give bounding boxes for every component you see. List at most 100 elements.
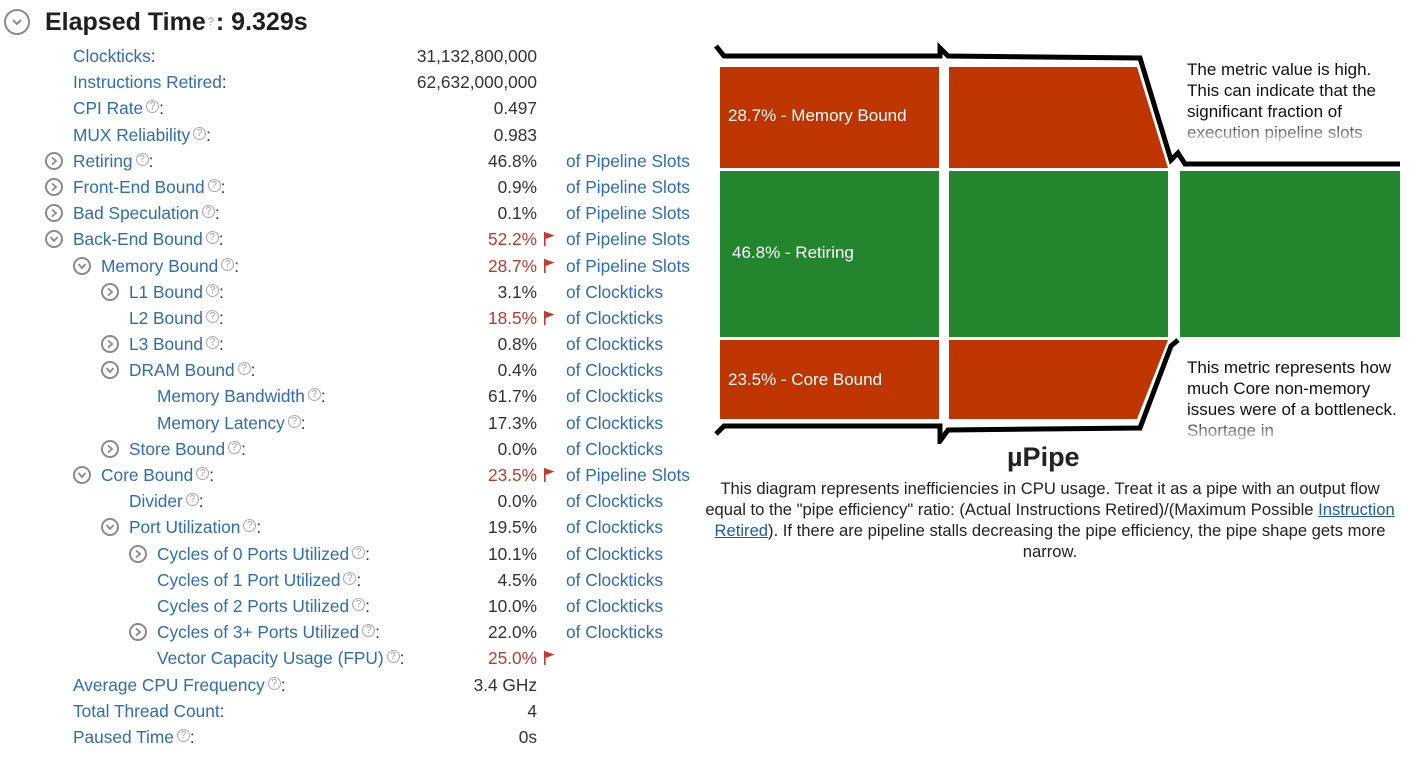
collapse-chevron-icon[interactable] [73, 466, 91, 484]
memory-bound-segment-2 [949, 67, 1168, 168]
metric-name[interactable]: Port Utilization [129, 517, 241, 538]
expand-chevron-icon[interactable] [129, 544, 147, 563]
metric-name[interactable]: L3 Bound [129, 334, 203, 355]
metric-row: Vector Capacity Usage (FPU)?:25.0% [0, 645, 700, 671]
metric-name[interactable]: DRAM Bound [129, 360, 235, 381]
help-icon[interactable]: ? [206, 309, 219, 323]
collapse-chevron-icon[interactable] [101, 361, 119, 380]
metric-name[interactable]: Memory Bandwidth [157, 386, 305, 407]
help-icon[interactable]: ? [362, 624, 376, 638]
help-icon[interactable]: ? [267, 676, 281, 690]
warning-flag-icon [544, 651, 555, 666]
help-icon[interactable]: ? [201, 205, 215, 219]
elapsed-time-header: Elapsed Time ? : 9.329s [4, 6, 308, 38]
metric-row: DRAM Bound?:0.4% of Clockticks [0, 357, 700, 383]
metric-row: Divider?:0.0% of Clockticks [0, 488, 700, 514]
help-icon[interactable]: ? [237, 362, 251, 376]
metric-value: 0s [518, 726, 537, 747]
metric-unit: of Clockticks [566, 595, 663, 616]
metric-name[interactable]: Paused Time [73, 726, 174, 747]
help-icon[interactable]: ? [307, 388, 321, 402]
collapse-chevron-icon[interactable] [101, 518, 119, 537]
expand-chevron-icon[interactable] [101, 335, 119, 354]
metric-name[interactable]: Instructions Retired [73, 72, 222, 93]
metric-name[interactable]: Front-End Bound [73, 176, 205, 197]
metric-row: Paused Time?:0s [0, 724, 700, 750]
metric-value: 17.3% [487, 412, 537, 433]
metric-name[interactable]: L2 Bound [129, 307, 203, 328]
retiring-segment-2 [949, 171, 1168, 337]
metric-name[interactable]: Memory Latency [157, 412, 285, 433]
retiring-segment-3 [1180, 171, 1400, 337]
help-icon[interactable]: ? [176, 728, 190, 742]
metric-name[interactable]: Total Thread Count [73, 700, 220, 721]
metric-name[interactable]: Clockticks [73, 46, 151, 66]
help-icon[interactable]: ? [228, 440, 242, 454]
metric-unit: of Pipeline Slots [566, 150, 690, 171]
help-icon[interactable]: ? [146, 100, 160, 114]
expand-chevron-icon[interactable] [101, 439, 119, 458]
metric-value: 0.4% [497, 360, 537, 381]
metric-row: Memory Bandwidth?:61.7% of Clockticks [0, 383, 700, 409]
instruction-retired-link[interactable]: Instruction Retired [714, 500, 1395, 540]
metric-name[interactable]: L1 Bound [129, 281, 203, 302]
help-icon[interactable]: ? [135, 152, 149, 166]
metric-row: Instructions Retired: 62,632,000,000 [0, 69, 700, 95]
metric-row: L2 Bound?:18.5% of Clockticks [0, 305, 700, 331]
expand-chevron-icon[interactable] [45, 151, 63, 170]
expand-chevron-icon[interactable] [101, 282, 119, 301]
metric-value: 3.4 GHz [473, 674, 537, 695]
metric-unit: of Clockticks [566, 517, 663, 538]
expand-chevron-icon[interactable] [129, 623, 147, 642]
expand-chevron-icon[interactable] [45, 204, 63, 223]
help-icon[interactable]: ? [193, 126, 207, 140]
metric-row: Cycles of 3+ Ports Utilized?:22.0% of Clo… [0, 619, 700, 645]
expand-chevron-icon[interactable] [45, 177, 63, 196]
help-icon[interactable]: ? [206, 336, 219, 350]
metric-value: 4 [527, 700, 537, 721]
metric-name[interactable]: Average CPU Frequency [73, 674, 265, 695]
collapse-chevron-icon[interactable] [73, 256, 91, 275]
metric-value: 0.497 [493, 98, 537, 119]
metric-value: 10.1% [487, 543, 537, 564]
metric-name[interactable]: Memory Bound [101, 255, 219, 276]
metric-row: Cycles of 1 Port Utilized?:4.5% of Clockt… [0, 567, 700, 593]
help-icon[interactable]: ? [206, 283, 219, 297]
retiring-segment-1 [720, 171, 939, 337]
metric-value: 62,632,000,000 [416, 72, 537, 93]
help-icon[interactable]: ? [207, 16, 214, 28]
metric-row: Memory Bound?:28.7% of Pipeline Slots [0, 253, 700, 279]
help-icon[interactable]: ? [221, 257, 235, 271]
metric-name[interactable]: Core Bound [101, 465, 194, 485]
metric-name[interactable]: Cycles of 1 Port Utilized [157, 569, 341, 590]
help-icon[interactable]: ? [207, 178, 221, 192]
help-icon[interactable]: ? [243, 519, 257, 533]
metric-name[interactable]: Vector Capacity Usage (FPU) [157, 648, 384, 669]
metric-name[interactable]: Divider [129, 491, 183, 512]
metric-name[interactable]: Bad Speculation [73, 203, 199, 224]
help-icon[interactable]: ? [386, 650, 400, 664]
metric-name[interactable]: CPI Rate [73, 98, 144, 119]
help-icon[interactable]: ? [205, 231, 219, 245]
metric-name[interactable]: Retiring [73, 150, 133, 171]
collapse-chevron-icon[interactable] [4, 9, 30, 35]
warning-flag-icon [544, 310, 555, 325]
help-icon[interactable]: ? [343, 571, 357, 585]
metric-name[interactable]: Back-End Bound [73, 229, 203, 250]
metric-name[interactable]: MUX Reliability [73, 124, 191, 145]
help-icon[interactable]: ? [352, 597, 366, 611]
metric-name[interactable]: Cycles of 3+ Ports Utilized [157, 622, 360, 643]
metric-name[interactable]: Store Bound [129, 438, 226, 459]
metric-unit: of Pipeline Slots [566, 176, 690, 197]
metric-unit: of Clockticks [566, 281, 663, 302]
help-icon[interactable]: ? [185, 493, 199, 507]
help-icon[interactable]: ? [352, 545, 366, 559]
metric-value: 10.0% [487, 595, 537, 616]
help-icon[interactable]: ? [196, 467, 210, 480]
metric-row: Average CPU Frequency?:3.4 GHz [0, 672, 700, 698]
help-icon[interactable]: ? [287, 414, 301, 428]
memory-bound-segment [720, 67, 939, 168]
metric-name[interactable]: Cycles of 0 Ports Utilized [157, 543, 350, 564]
metric-name[interactable]: Cycles of 2 Ports Utilized [157, 595, 350, 616]
collapse-chevron-icon[interactable] [45, 230, 63, 249]
